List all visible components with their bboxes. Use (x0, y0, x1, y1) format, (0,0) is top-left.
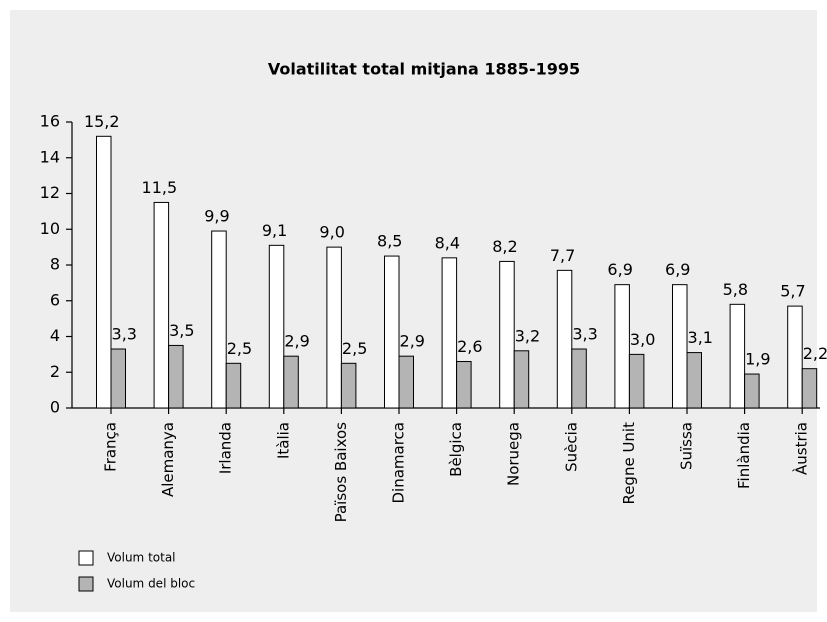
bar (513, 350, 530, 409)
bar (398, 355, 414, 409)
bar (211, 230, 227, 409)
y-tick-label: 2 (50, 362, 60, 381)
bar (168, 344, 184, 409)
bar (441, 257, 458, 409)
x-tick-label: Finlàndia (735, 422, 753, 489)
bar (340, 362, 357, 409)
y-tick-label: 8 (50, 255, 60, 274)
value-label: 8,5 (377, 232, 402, 251)
value-label: 6,9 (665, 260, 690, 279)
bar (96, 135, 112, 409)
bar (571, 348, 587, 409)
value-label: 5,7 (780, 282, 805, 301)
value-label: 8,4 (435, 233, 460, 252)
bar (499, 260, 515, 409)
legend-label: Volum del bloc (107, 577, 195, 591)
y-tick-label: 16 (40, 112, 60, 131)
legend-swatch (78, 550, 94, 566)
value-label: 9,0 (319, 223, 344, 242)
legend-swatch (78, 576, 94, 592)
x-tick-label: Àustria (792, 422, 811, 475)
legend-label: Volum total (107, 551, 176, 565)
value-label: 8,2 (492, 237, 517, 256)
value-label: 2,6 (457, 337, 482, 356)
value-label: 6,9 (607, 260, 632, 279)
value-label: 1,9 (745, 350, 770, 369)
bar (686, 352, 702, 409)
y-tick-label: 12 (40, 183, 60, 202)
value-label: 11,5 (142, 178, 178, 197)
value-label: 3,2 (515, 326, 540, 345)
bar (787, 305, 803, 409)
bar (456, 361, 472, 409)
value-label: 2,5 (342, 339, 367, 358)
bar (153, 201, 170, 409)
y-tick-label: 6 (50, 290, 60, 309)
value-label: 2,9 (284, 332, 309, 351)
value-label: 3,1 (688, 328, 713, 347)
bar (326, 246, 342, 409)
x-tick-label: Itàlia (274, 422, 292, 459)
y-tick-label: 4 (50, 326, 60, 345)
bar (729, 303, 746, 409)
value-label: 9,9 (204, 207, 229, 226)
value-label: 15,2 (84, 112, 120, 131)
bar (225, 362, 242, 409)
x-tick-label: Suècia (562, 422, 580, 472)
bar (110, 348, 126, 409)
value-label: 2,2 (803, 344, 827, 363)
x-tick-label: Dinamarca (390, 422, 408, 504)
bar (744, 373, 760, 409)
x-tick-label: Alemanya (159, 422, 177, 497)
y-tick-label: 10 (40, 219, 60, 238)
bar (801, 368, 818, 409)
value-label: 3,0 (630, 330, 655, 349)
value-label: 7,7 (550, 246, 575, 265)
value-label: 2,5 (227, 339, 252, 358)
x-tick-label: Bèlgica (447, 422, 465, 477)
panel (10, 10, 817, 612)
x-tick-label: Països Baixos (332, 422, 350, 523)
x-tick-label: Noruega (505, 422, 523, 486)
bar (283, 355, 299, 409)
value-label: 5,8 (723, 280, 748, 299)
value-label: 3,3 (572, 325, 597, 344)
bar (268, 244, 285, 409)
value-label: 9,1 (262, 221, 287, 240)
bar (628, 353, 645, 409)
y-tick-label: 14 (40, 147, 60, 166)
bar (672, 284, 688, 409)
y-tick-label: 0 (50, 398, 60, 417)
value-label: 2,9 (400, 332, 425, 351)
value-label: 3,5 (169, 321, 194, 340)
x-tick-label: Suïssa (678, 422, 696, 470)
bar (384, 255, 400, 409)
bar (614, 284, 630, 409)
value-label: 3,3 (112, 325, 137, 344)
chart-title: Volatilitat total mitjana 1885-1995 (268, 60, 580, 79)
x-tick-label: Irlanda (217, 422, 235, 474)
bar (556, 269, 573, 409)
x-tick-label: França (102, 422, 120, 472)
x-tick-label: Regne Unit (620, 422, 638, 505)
